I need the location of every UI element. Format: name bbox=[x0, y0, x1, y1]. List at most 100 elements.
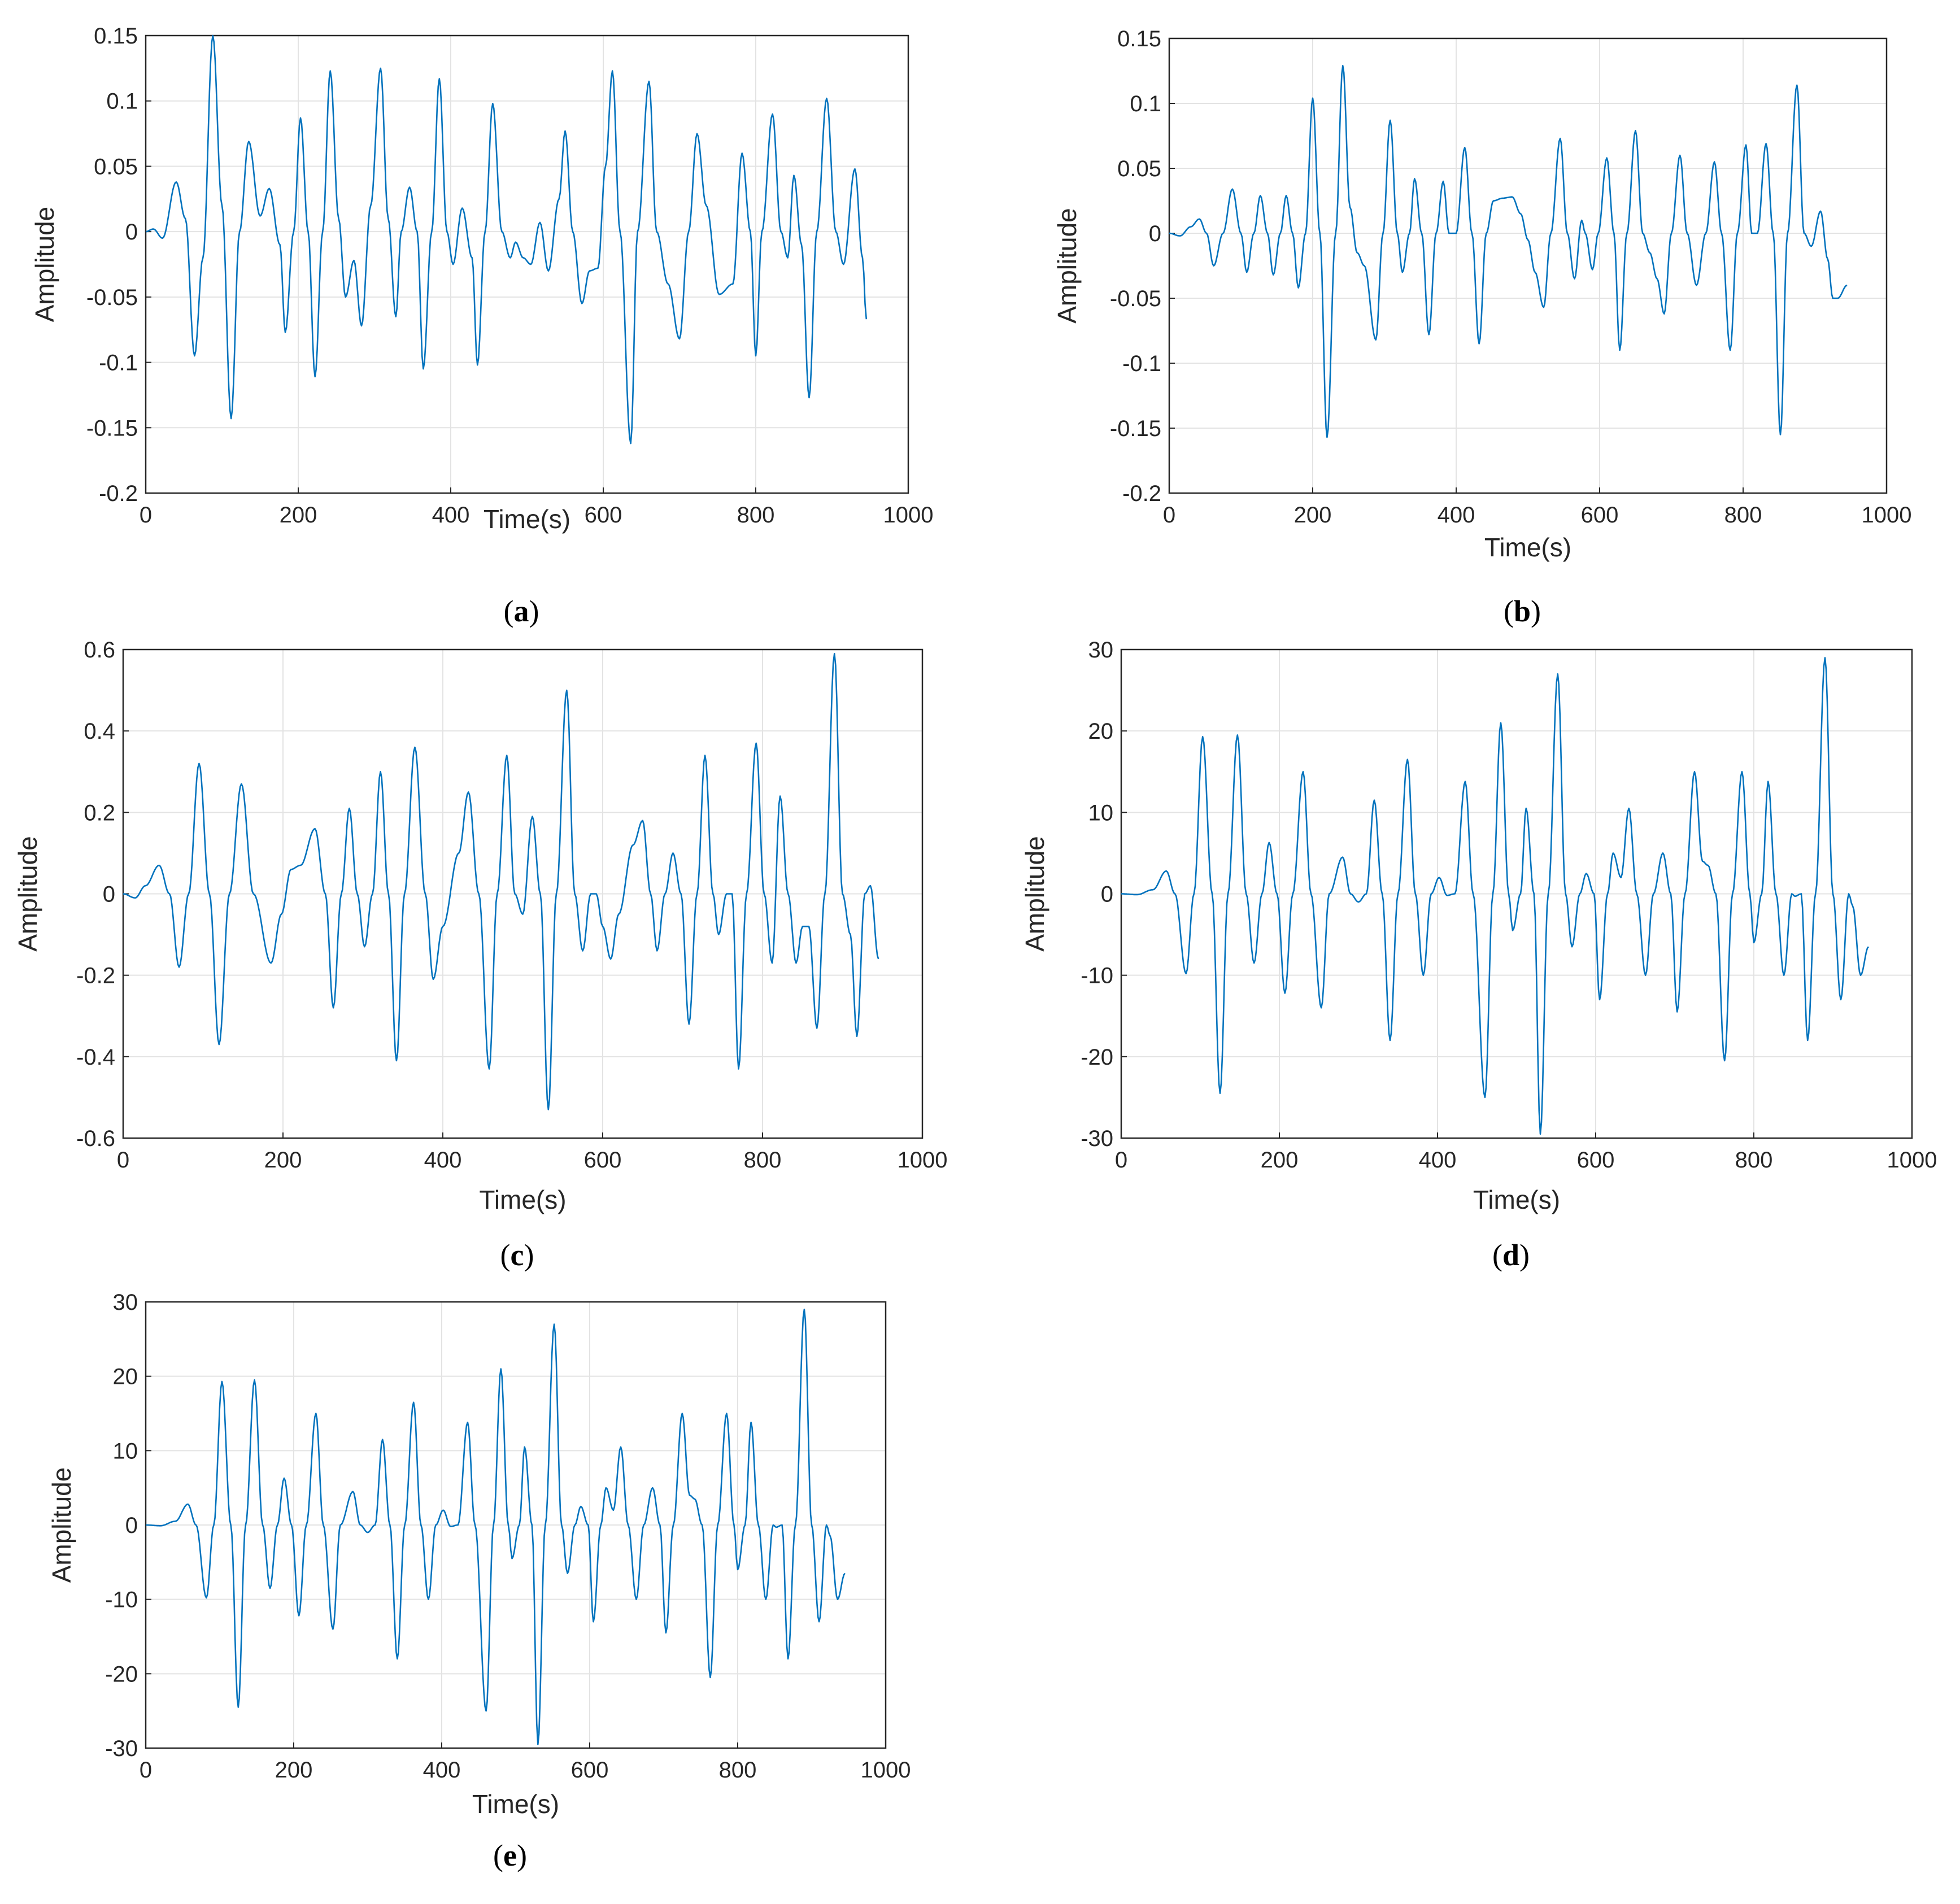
y-tick-label: 0 bbox=[1101, 882, 1113, 907]
panel-d: 0 200 400 600 800 1000 30 20 10 0 -10 -20 -30 Time(s)… bbox=[1020, 638, 1937, 1272]
y-tick-label: -0.6 bbox=[76, 1126, 115, 1151]
y-tick-label: 10 bbox=[113, 1439, 138, 1463]
x-tick-label: 200 bbox=[1261, 1148, 1299, 1173]
y-tick-label: 0.1 bbox=[106, 89, 138, 114]
x-tick-label: 600 bbox=[1581, 503, 1619, 528]
y-tick-label: -10 bbox=[105, 1588, 138, 1613]
x-tick-label: 200 bbox=[275, 1758, 313, 1783]
panel-a: 0 200 400 600 800 1000 0.15 0.1 0.05 0 -0.05 -0.1 -0… bbox=[30, 24, 933, 628]
x-tick-label: 600 bbox=[1577, 1148, 1615, 1173]
panel-caption-letter: a bbox=[514, 594, 529, 628]
x-tick-label: 1000 bbox=[1862, 503, 1912, 528]
y-tick-label: -20 bbox=[1081, 1045, 1113, 1070]
x-tick-label: 800 bbox=[719, 1758, 757, 1783]
y-tick-label: 0.4 bbox=[84, 719, 115, 744]
x-tick-label: 1000 bbox=[883, 503, 934, 528]
x-tick-label: 400 bbox=[432, 503, 470, 528]
x-tick-label: 1000 bbox=[861, 1758, 911, 1783]
panel-caption: (b) bbox=[1504, 594, 1541, 628]
y-axis-title: Amplitude bbox=[30, 207, 59, 323]
plot-area bbox=[146, 36, 908, 493]
x-tick-label: 800 bbox=[1724, 503, 1762, 528]
y-tick-label: 20 bbox=[1088, 719, 1114, 744]
y-tick-label: -10 bbox=[1081, 964, 1113, 988]
y-tick-label: -0.05 bbox=[86, 285, 138, 310]
panel-e: 0 200 400 600 800 1000 30 20 10 0 -10 -20 -30 Time(s)… bbox=[47, 1290, 911, 1872]
x-tick-label: 400 bbox=[423, 1758, 461, 1783]
x-tick-label: 800 bbox=[737, 503, 775, 528]
series-line-signal bbox=[146, 1308, 846, 1745]
panel-caption: (c) bbox=[500, 1238, 534, 1272]
x-tick-label: 400 bbox=[1438, 503, 1475, 528]
y-tick-label: -0.2 bbox=[76, 964, 115, 988]
y-tick-label: 0.2 bbox=[84, 800, 115, 825]
y-tick-label: -20 bbox=[105, 1662, 138, 1687]
series-line-signal bbox=[145, 34, 868, 445]
y-tick-label: -30 bbox=[1081, 1126, 1113, 1151]
y-tick-label: 30 bbox=[1088, 638, 1114, 663]
panel-caption: (e) bbox=[493, 1838, 527, 1872]
y-tick-label: 0 bbox=[1149, 221, 1161, 246]
x-tick-label: 0 bbox=[1115, 1148, 1127, 1173]
x-tick-label: 200 bbox=[1294, 503, 1332, 528]
x-tick-label: 0 bbox=[140, 503, 152, 528]
x-tick-label: 400 bbox=[424, 1148, 462, 1173]
panel-caption-letter: d bbox=[1502, 1238, 1519, 1272]
x-tick-label: 0 bbox=[117, 1148, 129, 1173]
plot-area bbox=[1169, 38, 1887, 493]
x-tick-label: 400 bbox=[1419, 1148, 1457, 1173]
axes-frame bbox=[145, 34, 909, 494]
y-tick-label: -0.1 bbox=[1122, 351, 1161, 376]
y-tick-label: 30 bbox=[113, 1290, 138, 1315]
series-line-signal bbox=[1169, 65, 1848, 438]
y-axis-title: Amplitude bbox=[1020, 836, 1049, 952]
y-axis-title: Amplitude bbox=[13, 836, 42, 952]
panel-caption: (a) bbox=[504, 594, 539, 628]
x-axis-title: Time(s) bbox=[472, 1789, 559, 1819]
x-axis-title: Time(s) bbox=[1484, 533, 1571, 562]
panel-b: 0 200 400 600 800 1000 0.15 0.1 0.05 0 -0.05 -0.1 -0… bbox=[1052, 27, 1911, 628]
panel-caption: (d) bbox=[1492, 1238, 1530, 1272]
y-tick-label: -0.15 bbox=[1110, 416, 1161, 441]
y-tick-label: 0.15 bbox=[1117, 27, 1161, 51]
x-tick-label: 200 bbox=[264, 1148, 302, 1173]
axes-frame bbox=[1168, 37, 1888, 494]
x-tick-label: 600 bbox=[584, 1148, 622, 1173]
y-tick-label: 0 bbox=[125, 220, 138, 245]
x-axis-title: Time(s) bbox=[479, 1185, 566, 1214]
y-axis-title: Amplitude bbox=[47, 1467, 76, 1583]
y-tick-label: -0.2 bbox=[99, 481, 138, 506]
panel-caption-letter: b bbox=[1514, 594, 1531, 628]
y-tick-label: 0.6 bbox=[84, 638, 115, 663]
y-tick-label: 0 bbox=[125, 1513, 138, 1538]
y-axis-title: Amplitude bbox=[1052, 208, 1082, 324]
y-tick-label: 0 bbox=[103, 882, 115, 907]
x-axis-title: Time(s) bbox=[484, 504, 570, 534]
x-axis-title: Time(s) bbox=[1473, 1185, 1560, 1214]
x-tick-label: 1000 bbox=[898, 1148, 948, 1173]
y-tick-label: -0.2 bbox=[1122, 481, 1161, 506]
x-tick-label: 0 bbox=[140, 1758, 152, 1783]
y-tick-label: 20 bbox=[113, 1365, 138, 1389]
panel-c: 0 200 400 600 800 1000 0.6 0.4 0.2 0 -0.2 -0.4 -0.6 T… bbox=[13, 638, 947, 1272]
y-tick-label: 10 bbox=[1088, 800, 1114, 825]
y-tick-label: -0.4 bbox=[76, 1045, 115, 1070]
series-line-signal bbox=[123, 652, 879, 1110]
x-tick-label: 600 bbox=[585, 503, 622, 528]
y-tick-label: 0.05 bbox=[94, 154, 138, 179]
y-tick-label: -0.05 bbox=[1110, 286, 1161, 311]
y-tick-label: 0.05 bbox=[1117, 156, 1161, 181]
y-tick-label: 0.1 bbox=[1130, 92, 1161, 116]
y-tick-label: -0.1 bbox=[99, 351, 138, 376]
x-tick-label: 200 bbox=[280, 503, 317, 528]
series-line-signal bbox=[1121, 657, 1870, 1135]
panel-caption-letter: c bbox=[511, 1238, 524, 1272]
y-tick-label: 0.15 bbox=[94, 24, 138, 49]
x-tick-label: 0 bbox=[1163, 503, 1175, 528]
y-tick-label: -30 bbox=[105, 1736, 138, 1761]
x-tick-label: 800 bbox=[1735, 1148, 1773, 1173]
panel-caption-letter: e bbox=[503, 1838, 517, 1872]
y-tick-label: -0.15 bbox=[86, 416, 138, 441]
